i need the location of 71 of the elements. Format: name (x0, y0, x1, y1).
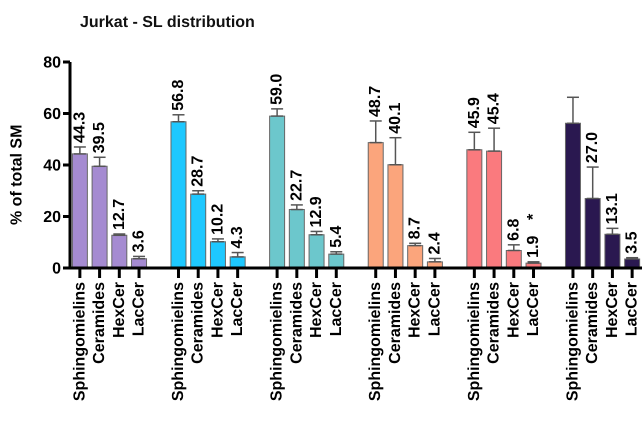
y-tick-label: 0 (52, 260, 62, 278)
bar (564, 122, 581, 268)
data-label: 22.7 (288, 170, 306, 201)
x-tick-label: Ceramides (386, 282, 404, 364)
x-tick-label: Ceramides (486, 282, 503, 364)
bar (387, 164, 404, 268)
bar (269, 116, 286, 268)
x-tick-label: Ceramides (190, 282, 207, 364)
data-label: 2.4 (426, 232, 444, 254)
bar (288, 209, 305, 268)
bar (466, 149, 482, 268)
y-tick-label: 20 (43, 209, 62, 226)
data-label: 27.0 (584, 132, 602, 164)
x-tick-label: HexCer (505, 282, 522, 338)
y-tick-label: 80 (43, 54, 62, 72)
data-label: 1.9 (525, 235, 542, 258)
data-label: 3.5 (624, 231, 641, 254)
x-tick-label: Sphingomielins (564, 282, 582, 402)
data-label: 40.1 (386, 102, 404, 134)
data-label: 10.2 (209, 204, 226, 235)
annotation: * (525, 212, 542, 220)
data-label: 45.9 (466, 97, 483, 128)
data-label: 4.3 (229, 226, 246, 249)
data-label: 6.8 (505, 218, 522, 241)
x-tick-label: HexCer (110, 282, 128, 338)
x-tick-label: HexCer (406, 282, 424, 338)
bar (604, 234, 620, 268)
data-label: 45.4 (486, 92, 503, 124)
data-label: 56.8 (170, 80, 187, 111)
data-label: 59.0 (268, 74, 286, 105)
bar (190, 194, 206, 268)
data-label: 44.3 (71, 112, 88, 143)
x-tick-label: Ceramides (584, 282, 602, 364)
y-tick-label: 40 (43, 158, 62, 175)
y-tick-label: 60 (43, 106, 62, 124)
data-label: 5.4 (328, 225, 345, 248)
data-label: 3.6 (130, 230, 148, 252)
bar (308, 234, 325, 268)
data-label: 39.5 (91, 122, 108, 154)
bar (92, 166, 108, 268)
data-label: 13.1 (604, 193, 621, 224)
x-tick-label: Ceramides (91, 282, 108, 364)
y-axis-title: % of total SM (8, 124, 26, 225)
bar (368, 142, 384, 268)
data-label: 12.9 (308, 196, 326, 228)
data-label: 28.7 (190, 156, 207, 187)
x-tick-label: HexCer (308, 282, 326, 338)
x-tick-label: LacCer (426, 282, 444, 336)
bar (170, 121, 186, 268)
bar (210, 241, 226, 268)
data-label: 48.7 (367, 86, 384, 117)
x-tick-label: LacCer (328, 282, 345, 336)
bar (111, 234, 128, 268)
x-tick-label: Ceramides (288, 282, 306, 364)
x-tick-label: HexCer (209, 282, 226, 338)
x-tick-label: Sphingomielins (367, 282, 384, 402)
chart-title: Jurkat - SL distribution (80, 14, 255, 32)
x-tick-label: LacCer (525, 282, 542, 336)
x-tick-label: LacCer (130, 282, 148, 336)
bar (72, 153, 88, 268)
x-tick-label: Sphingomielins (71, 282, 88, 402)
data-label: 12.7 (110, 198, 128, 230)
data-label: 8.7 (406, 216, 424, 240)
x-tick-label: LacCer (624, 282, 641, 336)
bar (486, 150, 502, 268)
x-tick-label: Sphingomielins (170, 282, 187, 402)
bar (584, 198, 601, 268)
x-tick-label: HexCer (604, 282, 621, 338)
x-tick-label: Sphingomielins (466, 282, 483, 402)
x-tick-label: LacCer (229, 282, 246, 336)
x-tick-label: Sphingomielins (268, 282, 286, 402)
